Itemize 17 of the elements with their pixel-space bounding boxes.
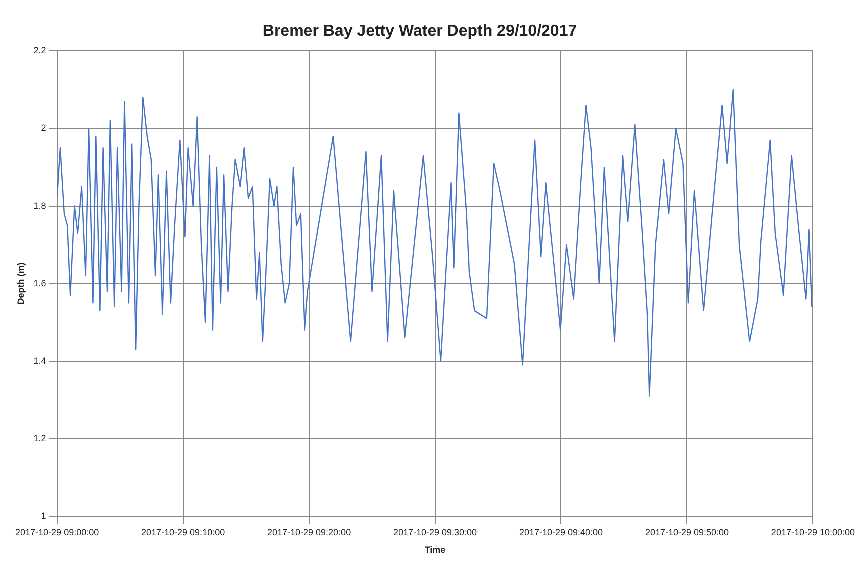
y-tick-label: 2.2 [34, 46, 46, 56]
x-tick-label: 2017-10-29 09:50:00 [645, 527, 730, 538]
chart-title: Bremer Bay Jetty Water Depth 29/10/2017 [262, 23, 578, 40]
y-tick-label: 1.8 [34, 200, 46, 211]
y-tick-label: 1.2 [34, 433, 46, 444]
y-tick-label: 2 [41, 123, 46, 134]
x-tick-label: 2017-10-29 10:00:00 [771, 527, 856, 538]
x-tick-label: 2017-10-29 09:00:00 [16, 527, 100, 538]
y-tick-label: 1.6 [34, 278, 46, 288]
x-tick-label: 2017-10-29 09:10:00 [142, 527, 226, 538]
x-tick-label: 2017-10-29 09:30:00 [393, 527, 478, 538]
y-tick-label: 1.4 [34, 356, 46, 366]
y-tick-label: 1 [41, 510, 46, 521]
x-tick-label: 2017-10-29 09:20:00 [267, 527, 352, 538]
x-axis-title: Time [424, 545, 446, 556]
y-axis-title: Depth (m) [16, 262, 26, 305]
x-tick-label: 2017-10-29 09:40:00 [519, 527, 604, 538]
